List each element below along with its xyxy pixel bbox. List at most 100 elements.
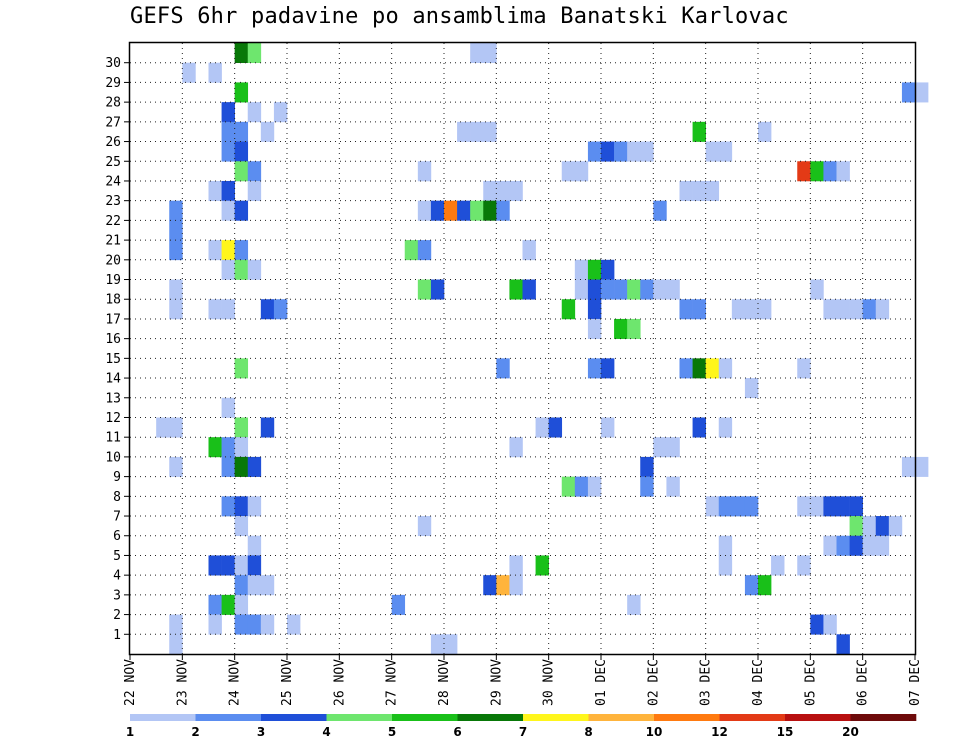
colorbar-swatch	[588, 714, 655, 721]
y-tick-label: 7	[113, 510, 121, 525]
precip-cell	[718, 496, 733, 517]
precip-cell	[221, 102, 235, 123]
y-tick-label: 6	[113, 529, 121, 544]
y-tick-label: 24	[105, 174, 121, 189]
precip-cell	[169, 279, 183, 300]
y-tick-label: 2	[113, 608, 121, 623]
precip-cell	[483, 575, 497, 596]
precip-cell	[260, 575, 275, 596]
precip-cell	[169, 220, 183, 241]
precip-cell	[430, 200, 445, 221]
precip-cell	[208, 594, 222, 615]
y-tick-label: 25	[105, 155, 121, 170]
precip-cell	[221, 141, 235, 162]
precip-cell	[797, 555, 811, 576]
precip-cell	[823, 535, 837, 556]
precip-cell	[169, 634, 183, 655]
precip-cell	[169, 456, 183, 477]
precip-cell	[221, 121, 235, 142]
precip-cell	[522, 240, 536, 261]
precip-cell	[561, 299, 576, 320]
precip-cell	[509, 180, 523, 201]
colorbar-swatch	[195, 714, 262, 721]
precip-cell	[640, 141, 654, 162]
precip-cell	[561, 161, 576, 182]
precip-cell	[666, 279, 680, 300]
x-tick-label: 05 DEC	[803, 659, 818, 706]
precip-cell	[169, 240, 183, 261]
colorbar: 1 2 3 4 5 6 7 8 10 12 15 20	[126, 714, 917, 739]
precip-cell	[444, 200, 458, 221]
precip-cell	[548, 417, 563, 438]
precip-cell	[234, 141, 249, 162]
precip-cell	[875, 516, 890, 537]
precip-cell	[247, 496, 262, 517]
precip-cell	[587, 279, 602, 300]
precip-cell	[234, 259, 249, 280]
y-tick-label: 27	[105, 115, 121, 130]
precip-cell	[614, 279, 628, 300]
precip-cell	[718, 555, 733, 576]
colorbar-label: 2	[191, 725, 199, 739]
x-tick-label: 30 NOV	[542, 659, 557, 706]
precip-cell	[758, 575, 772, 596]
precip-cell	[901, 82, 916, 103]
precip-cell	[260, 417, 275, 438]
precip-cell	[915, 82, 929, 103]
y-tick-label: 29	[105, 76, 121, 91]
precip-cell	[915, 456, 929, 477]
precip-cell	[221, 299, 235, 320]
precip-cell	[221, 555, 235, 576]
y-tick-label: 14	[105, 372, 121, 387]
x-axis: 22 NOV 23 NOV 24 NOV 25 NOV 26 NOV 27 NOV 28 N…	[123, 654, 923, 706]
precip-cell	[287, 614, 301, 635]
precip-cell	[208, 240, 222, 261]
precip-cell	[483, 200, 497, 221]
precip-cell	[234, 516, 249, 537]
precip-cell	[640, 456, 654, 477]
precip-cell	[470, 43, 484, 64]
precip-cell	[797, 161, 811, 182]
precip-cell	[496, 180, 510, 201]
x-tick-label: 23 NOV	[175, 659, 190, 706]
chart-title: GEFS 6hr padavine po ansamblima Banatski…	[130, 4, 789, 29]
precip-cell	[718, 141, 733, 162]
precip-cell	[744, 378, 759, 399]
precip-cell	[705, 141, 720, 162]
precip-cell	[247, 161, 262, 182]
y-tick-label: 15	[105, 352, 121, 367]
precip-cell	[810, 496, 824, 517]
precip-cell	[417, 200, 432, 221]
precip-cell	[208, 614, 222, 635]
precip-cell	[705, 358, 720, 379]
colorbar-label: 6	[453, 725, 461, 739]
precip-cell	[444, 634, 458, 655]
colorbar-label: 15	[777, 725, 794, 739]
precip-cell	[692, 299, 706, 320]
precip-cell	[483, 43, 497, 64]
precip-cell	[470, 121, 484, 142]
precip-cell	[587, 141, 602, 162]
precip-cell	[836, 634, 850, 655]
x-tick-label: 01 DEC	[594, 659, 609, 706]
precip-cell	[234, 555, 249, 576]
precip-cell	[247, 259, 262, 280]
precip-cell	[247, 555, 262, 576]
x-tick-label: 04 DEC	[751, 659, 766, 706]
precip-cell	[823, 614, 837, 635]
precip-cell	[836, 535, 850, 556]
precip-cell	[875, 535, 890, 556]
colorbar-swatch	[523, 714, 589, 721]
y-tick-label: 8	[113, 490, 121, 505]
precip-cell	[221, 496, 235, 517]
colorbar-label: 7	[519, 725, 527, 739]
precip-cell	[234, 240, 249, 261]
precip-cell	[221, 259, 235, 280]
precip-cell	[718, 417, 733, 438]
cells-layer	[156, 43, 929, 655]
precip-cell	[483, 121, 497, 142]
precip-cell	[587, 259, 602, 280]
colorbar-swatch	[326, 714, 393, 721]
precip-cell	[601, 279, 615, 300]
